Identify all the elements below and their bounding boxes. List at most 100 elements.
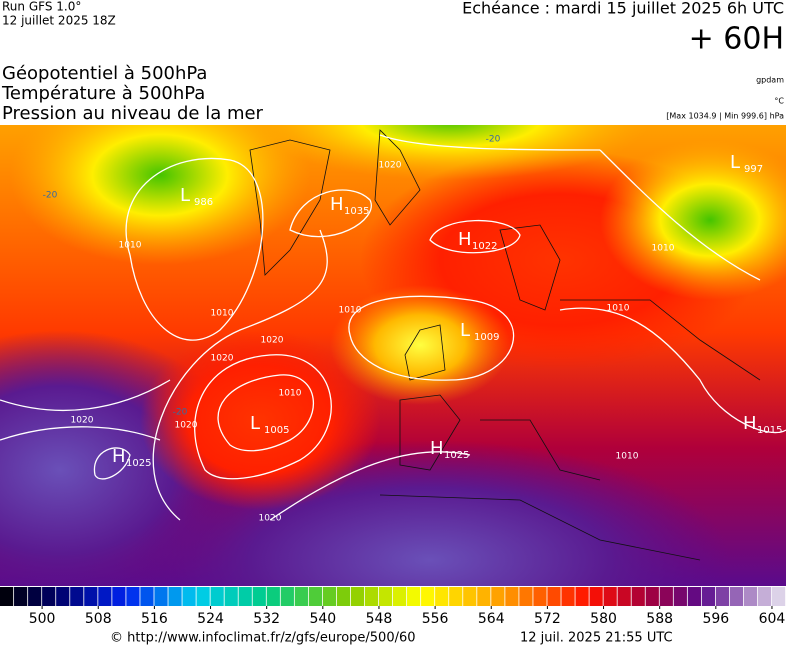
- center-letter: H: [330, 194, 344, 215]
- colorbar-cell: [589, 587, 603, 606]
- center-letter: H: [430, 438, 444, 459]
- colorbar-cell: [112, 587, 126, 606]
- center-letter: L: [460, 320, 470, 341]
- colorbar-cell: [687, 587, 701, 606]
- colorbar-cell: [421, 587, 435, 606]
- unit: [Max 1034.9 | Min 999.6] hPa: [666, 112, 784, 121]
- center-value: 1035: [344, 206, 369, 217]
- colorbar-cell: [435, 587, 449, 606]
- colorbar-label: 540: [309, 611, 336, 627]
- colorbar-cell: [224, 587, 238, 606]
- colorbar-label: 588: [646, 611, 673, 627]
- colorbar-cell: [407, 587, 421, 606]
- center-value: 1025: [126, 458, 151, 469]
- colorbar-cell: [210, 587, 224, 606]
- temperature-label: -20: [43, 191, 58, 201]
- colorbar-cell: [364, 587, 379, 606]
- colorbar-cell: [84, 587, 98, 606]
- colorbar-cell: [238, 587, 252, 606]
- colorbar-cell: [603, 587, 617, 606]
- lead-time: + 60H: [689, 22, 784, 57]
- colorbar-cell: [336, 587, 351, 606]
- colorbar-label: 516: [141, 611, 168, 627]
- colorbar-cell: [715, 587, 730, 606]
- colorbar-cell: [463, 587, 477, 606]
- colorbar-cell: [519, 587, 533, 606]
- isobar-label: 1020: [175, 421, 198, 431]
- colorbar-cell: [575, 587, 589, 606]
- colorbar-cell: [182, 587, 196, 606]
- colorbar-cell: [378, 587, 393, 606]
- center-value: 1009: [474, 332, 499, 343]
- colorbar-cell: [42, 587, 56, 606]
- isobar-label: 1010: [607, 304, 630, 314]
- title: Température à 500hPa: [1, 83, 205, 104]
- colorbar-label: 564: [478, 611, 505, 627]
- center-letter: H: [112, 446, 126, 467]
- unit: °C: [774, 97, 784, 106]
- colorbar-cell: [491, 587, 505, 606]
- colorbar-cell: [743, 587, 758, 606]
- isobar-label: 1020: [71, 416, 94, 426]
- center-letter: L: [730, 152, 740, 173]
- isobar-label: 1020: [211, 354, 234, 364]
- colorbar-cell: [757, 587, 772, 606]
- colorbar-cell: [477, 587, 491, 606]
- center-value: 1022: [472, 241, 497, 252]
- colorbar-cell: [56, 587, 70, 606]
- center-letter: H: [458, 229, 472, 250]
- colorbar-cell: [393, 587, 407, 606]
- colorbar-cell: [505, 587, 519, 606]
- center-value: 986: [194, 197, 213, 208]
- unit: gpdam: [756, 76, 784, 85]
- isobar-label: 1010: [339, 306, 362, 316]
- run: Run GFS 1.0°: [2, 0, 81, 14]
- center-value: 997: [744, 164, 763, 175]
- colorbar-cell: [70, 587, 84, 606]
- colorbar-cell: [140, 587, 154, 606]
- colorbar-label: 572: [534, 611, 561, 627]
- colorbar-cell: [350, 587, 365, 606]
- isobar-label: 1010: [652, 244, 675, 254]
- isobar-label: 1010: [119, 241, 142, 251]
- colorbar-label: 532: [253, 611, 280, 627]
- isobar-label: 1020: [259, 514, 282, 524]
- colorbar-cell: [673, 587, 687, 606]
- colorbar-cell: [617, 587, 631, 606]
- center-letter: L: [250, 413, 260, 434]
- colorbar-cell: [729, 587, 744, 606]
- colorbar-cell: [126, 587, 140, 606]
- isobar-label: 1010: [279, 389, 302, 399]
- colorbar-label: 524: [197, 611, 224, 627]
- colorbar-cell: [533, 587, 547, 606]
- colorbar-label: 604: [759, 611, 786, 627]
- colorbar-cell: [154, 587, 168, 606]
- colorbar-cell: [294, 587, 308, 606]
- run-date: 12 juillet 2025 18Z: [2, 14, 116, 28]
- colorbar-cell: [14, 587, 28, 606]
- center-letter: H: [743, 413, 757, 434]
- colorbar-cell: [449, 587, 463, 606]
- center-letter: L: [180, 185, 190, 206]
- title: Géopotentiel à 500hPa: [2, 63, 207, 84]
- temperature-label: -20: [486, 135, 501, 145]
- colorbar-cell: [252, 587, 266, 606]
- temperature-label: -20: [173, 408, 188, 418]
- forecast: Echéance : mardi 15 juillet 2025 6h UTC: [462, 0, 784, 18]
- colorbar-cell: [98, 587, 112, 606]
- colorbar-cell: [308, 587, 323, 606]
- colorbar-cell: [322, 587, 337, 606]
- center-value: 1015: [757, 425, 782, 436]
- footer-date: 12 juil. 2025 21:55 UTC: [520, 631, 673, 646]
- center-value: 1025: [444, 450, 469, 461]
- colorbar-cell: [280, 587, 294, 606]
- colorbar-label: 508: [85, 611, 112, 627]
- isobar-label: 1010: [211, 309, 234, 319]
- colorbar-cell: [561, 587, 575, 606]
- title: Pression au niveau de la mer: [2, 103, 264, 124]
- colorbar-cell: [547, 587, 561, 606]
- colorbar-cell: [168, 587, 182, 606]
- colorbar-cell: [28, 587, 42, 606]
